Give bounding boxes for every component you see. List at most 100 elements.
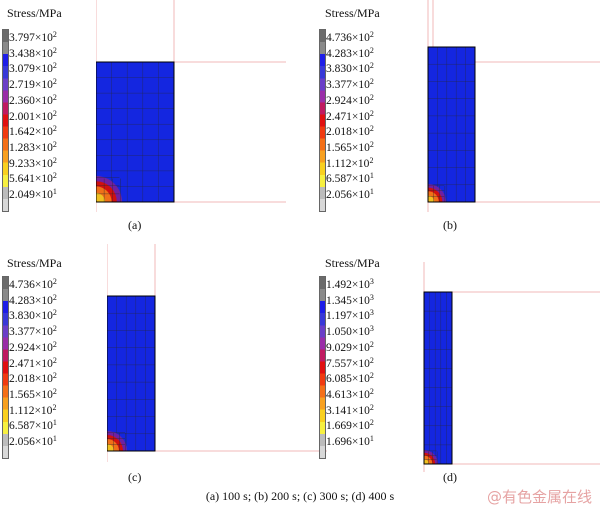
stress-hotspot [107, 444, 114, 451]
legend-mantissa: 2.001×10 [9, 110, 53, 123]
legend-value: 6.085×102 [326, 370, 374, 385]
legend-mantissa: 2.924×10 [326, 94, 370, 107]
legend-mantissa: 9.233×10 [9, 157, 53, 170]
legend-exponent: 2 [52, 324, 57, 334]
workpiece-body [423, 291, 453, 465]
legend-value: 9.233×102 [9, 155, 57, 170]
legend-value: 2.360×102 [9, 92, 57, 107]
legend-mantissa: 6.085×10 [326, 373, 370, 386]
workpiece-outline [423, 291, 453, 465]
figure-caption: (a) 100 s; (b) 200 s; (c) 300 s; (d) 400… [205, 489, 395, 503]
legend-value: 1.345×103 [326, 292, 374, 307]
watermark-text: @有色金属在线 [486, 488, 592, 506]
legend-mantissa: 2.471×10 [326, 110, 370, 123]
legend-exponent: 2 [52, 124, 57, 134]
legend-value: 2.056×101 [9, 433, 57, 448]
legend-mantissa: 3.377×10 [9, 326, 53, 339]
legend-mantissa: 1.565×10 [9, 388, 53, 401]
legend-value: 2.924×102 [326, 92, 374, 107]
legend-exponent: 1 [369, 187, 374, 196]
legend-value: 1.197×103 [326, 307, 374, 322]
legend-exponent: 1 [52, 187, 57, 196]
panel-caption: (c) [128, 470, 142, 484]
legend-mantissa: 3.830×10 [326, 63, 370, 76]
legend-value: 3.377×102 [9, 323, 57, 338]
legend-value: 6.587×101 [326, 170, 374, 185]
legend-mantissa: 3.438×10 [9, 47, 53, 60]
color-legend-bar [2, 276, 9, 459]
legend-value: 6.587×101 [9, 417, 57, 432]
panel-caption: (d) [443, 470, 457, 484]
legend-value: 4.283×102 [326, 45, 374, 60]
legend-exponent: 2 [52, 292, 57, 302]
legend-value: 2.001×102 [9, 108, 57, 123]
legend-mantissa: 4.283×10 [326, 47, 370, 60]
stress-hotspot [96, 192, 106, 202]
legend-value: 1.642×102 [9, 123, 57, 138]
color-legend-bar [319, 29, 326, 212]
legend-exponent: 2 [369, 124, 374, 134]
legend-exponent: 2 [369, 61, 374, 71]
legend-exponent: 2 [52, 108, 57, 118]
legend-mantissa: 1.565×10 [326, 141, 370, 154]
legend-mantissa: 9.029×10 [326, 341, 370, 354]
legend-value: 3.377×102 [326, 76, 374, 91]
legend-mantissa: 5.641×10 [9, 173, 53, 186]
legend-value: 1.112×102 [326, 155, 373, 170]
legend-exponent: 2 [369, 386, 374, 396]
legend-mantissa: 2.360×10 [9, 94, 53, 107]
legend-exponent: 2 [369, 108, 374, 118]
legend-value: 2.049×101 [9, 186, 57, 201]
legend-exponent: 2 [369, 402, 374, 412]
legend-exponent: 2 [52, 308, 57, 318]
legend-value: 2.924×102 [9, 339, 57, 354]
workpiece-outline [96, 61, 175, 203]
legend-exponent: 2 [52, 77, 57, 87]
legend-mantissa: 2.924×10 [9, 341, 53, 354]
color-legend-bar [2, 29, 9, 212]
legend-value: 9.029×102 [326, 339, 374, 354]
legend-exponent: 2 [52, 355, 57, 365]
legend-exponent: 2 [369, 418, 374, 428]
legend-value: 3.438×102 [9, 45, 57, 60]
legend-value: 2.471×102 [326, 108, 374, 123]
legend-mantissa: 1.492×10 [326, 279, 370, 291]
legend-exponent: 2 [52, 386, 57, 396]
legend-exponent: 2 [52, 277, 57, 286]
workpiece-body [96, 61, 175, 203]
legend-exponent: 2 [52, 171, 57, 181]
legend-mantissa: 4.736×10 [326, 32, 370, 44]
legend-mantissa: 2.018×10 [9, 373, 53, 386]
legend-value: 3.079×102 [9, 60, 57, 75]
legend-mantissa: 7.557×10 [326, 357, 370, 370]
legend-mantissa: 1.669×10 [326, 420, 370, 433]
legend-exponent: 2 [52, 61, 57, 71]
legend-exponent: 2 [52, 371, 57, 381]
workpiece-body [427, 46, 476, 203]
legend-exponent: 2 [52, 339, 57, 349]
legend-mantissa: 2.719×10 [9, 79, 53, 92]
legend-exponent: 1 [52, 434, 57, 443]
legend-mantissa: 3.830×10 [9, 310, 53, 323]
legend-value: 3.830×102 [326, 60, 374, 75]
legend-exponent: 2 [369, 371, 374, 381]
legend-value: 4.736×102 [326, 29, 374, 44]
legend-exponent: 1 [369, 171, 374, 181]
legend-mantissa: 2.049×10 [9, 189, 53, 201]
legend-value: 1.492×103 [326, 276, 374, 291]
legend-mantissa: 2.056×10 [326, 189, 370, 201]
stress-hotspot [428, 195, 435, 202]
legend-mantissa: 6.587×10 [326, 173, 370, 186]
legend-mantissa: 1.112×10 [326, 157, 370, 170]
legend-exponent: 3 [369, 308, 374, 318]
legend-exponent: 2 [369, 139, 374, 149]
legend-value: 1.112×102 [9, 402, 56, 417]
legend-exponent: 2 [369, 45, 374, 55]
workpiece-outline [107, 295, 156, 452]
legend-mantissa: 1.197×10 [326, 310, 370, 323]
legend-exponent: 2 [369, 339, 374, 349]
legend-mantissa: 3.797×10 [9, 32, 53, 44]
legend-mantissa: 3.377×10 [326, 79, 370, 92]
legend-value: 1.696×101 [326, 433, 374, 448]
legend-value: 3.797×102 [9, 29, 57, 44]
